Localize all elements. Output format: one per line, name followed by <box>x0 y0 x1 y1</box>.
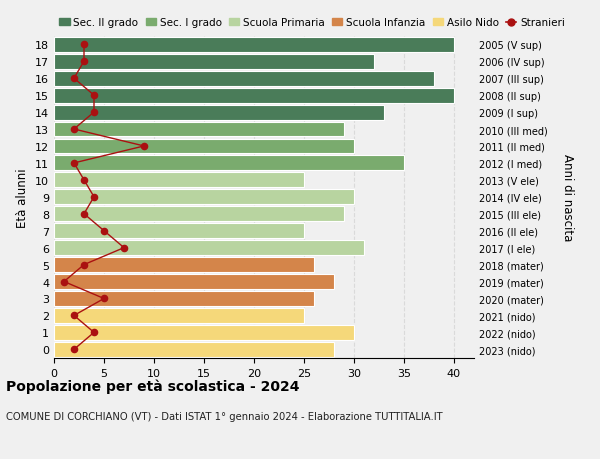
Bar <box>54 274 334 289</box>
Bar <box>54 241 364 256</box>
Bar <box>54 38 454 53</box>
Bar <box>54 72 434 86</box>
Point <box>79 41 89 49</box>
Bar <box>54 173 304 188</box>
Text: Popolazione per età scolastica - 2024: Popolazione per età scolastica - 2024 <box>6 379 299 393</box>
Point <box>79 58 89 66</box>
Bar <box>54 224 304 239</box>
Legend: Sec. II grado, Sec. I grado, Scuola Primaria, Scuola Infanzia, Asilo Nido, Stran: Sec. II grado, Sec. I grado, Scuola Prim… <box>59 18 565 28</box>
Bar <box>54 139 354 154</box>
Point <box>69 160 79 167</box>
Point <box>69 312 79 319</box>
Point <box>89 92 99 100</box>
Point <box>99 295 109 302</box>
Point <box>69 346 79 353</box>
Bar <box>54 55 374 69</box>
Point <box>69 75 79 83</box>
Y-axis label: Anni di nascita: Anni di nascita <box>562 154 575 241</box>
Bar <box>54 156 404 171</box>
Text: COMUNE DI CORCHIANO (VT) - Dati ISTAT 1° gennaio 2024 - Elaborazione TUTTITALIA.: COMUNE DI CORCHIANO (VT) - Dati ISTAT 1°… <box>6 411 443 421</box>
Y-axis label: Età alunni: Età alunni <box>16 168 29 227</box>
Bar <box>54 257 314 273</box>
Point <box>79 261 89 269</box>
Bar <box>54 207 344 222</box>
Bar <box>54 291 314 306</box>
Point <box>59 278 69 285</box>
Point <box>99 228 109 235</box>
Bar <box>54 308 304 323</box>
Point <box>79 211 89 218</box>
Point <box>139 143 149 150</box>
Bar <box>54 106 384 120</box>
Bar <box>54 342 334 357</box>
Bar <box>54 122 344 137</box>
Point <box>89 194 99 201</box>
Bar <box>54 190 354 205</box>
Bar <box>54 325 354 340</box>
Point <box>89 109 99 117</box>
Point <box>69 126 79 134</box>
Point <box>119 245 129 252</box>
Point <box>79 177 89 184</box>
Bar <box>54 89 454 103</box>
Point <box>89 329 99 336</box>
